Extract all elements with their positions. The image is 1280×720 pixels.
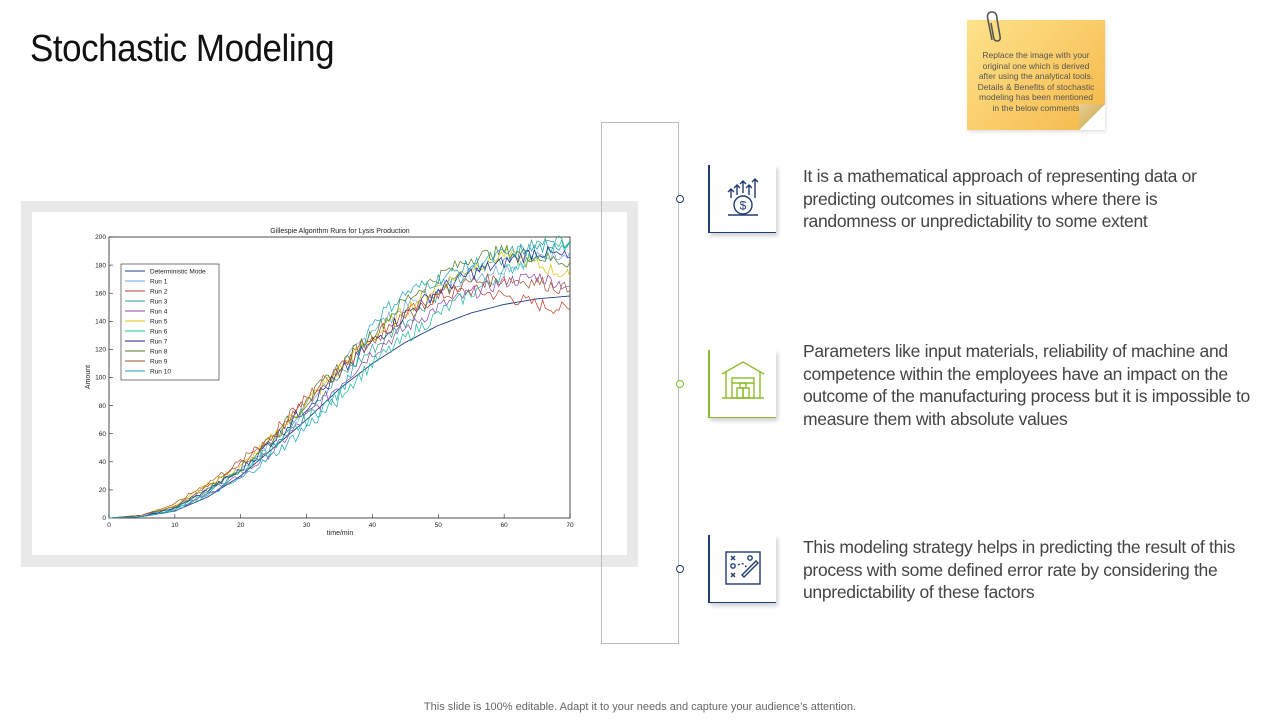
point-text-1: It is a mathematical approach of represe… [803, 166, 1197, 231]
slide-title: Stochastic Modeling [30, 28, 335, 70]
y-tick-label-3: 60 [99, 431, 107, 438]
x-tick-label-7: 70 [566, 522, 574, 529]
y-tick-label-6: 120 [95, 347, 106, 354]
warehouse-icon [721, 361, 765, 399]
legend-label-2: Run 2 [150, 288, 168, 295]
chart-ylabel: Amount [85, 365, 92, 389]
strategy-board-icon [725, 551, 761, 585]
y-tick-label-0: 0 [102, 515, 106, 522]
y-tick-label-8: 160 [95, 290, 106, 297]
paperclip-icon [986, 11, 1001, 42]
x-tick-label-6: 60 [501, 522, 509, 529]
x-tick-label-1: 10 [171, 522, 179, 529]
legend-label-5: Run 5 [150, 318, 168, 325]
timeline-dot-3 [676, 565, 684, 573]
x-tick-label-2: 20 [237, 522, 245, 529]
legend-label-4: Run 4 [150, 308, 168, 315]
timeline-dot-1 [676, 195, 684, 203]
chart-xlabel: time/min [327, 530, 354, 537]
legend-label-1: Run 1 [150, 278, 168, 285]
y-tick-label-10: 200 [95, 234, 106, 241]
y-tick-label-5: 100 [95, 375, 106, 382]
legend-label-0: Deterministic Mode [150, 268, 206, 275]
y-tick-label-1: 20 [99, 487, 107, 494]
legend-label-6: Run 6 [150, 328, 168, 335]
connector-bracket [601, 122, 679, 644]
series-line-7 [108, 245, 571, 519]
y-tick-label-9: 180 [95, 262, 106, 269]
line-chart: Gillespie Algorithm Runs for Lysis Produ… [85, 228, 574, 537]
icon-box-3 [708, 535, 776, 603]
icon-box-2 [708, 350, 776, 418]
footer-note: This slide is 100% editable. Adapt it to… [423, 701, 857, 713]
point-text-2: Parameters like input materials, reliabi… [803, 341, 1250, 429]
chart-frame: Gillespie Algorithm Runs for Lysis Produ… [21, 201, 638, 567]
series-line-9 [108, 273, 571, 519]
y-tick-label-2: 40 [99, 459, 107, 466]
y-tick-label-4: 80 [99, 403, 107, 410]
sticky-note: Replace the image with your original one… [967, 20, 1105, 130]
legend-label-10: Run 10 [150, 368, 171, 375]
sticky-note-text: Replace the image with your original one… [977, 50, 1095, 113]
chart-title: Gillespie Algorithm Runs for Lysis Produ… [270, 228, 410, 235]
note-fold-shade [1079, 104, 1105, 130]
series-line-6 [108, 238, 571, 519]
x-tick-label-0: 0 [107, 522, 111, 529]
chart-panel: Gillespie Algorithm Runs for Lysis Produ… [32, 212, 627, 555]
svg-text:$: $ [740, 199, 747, 213]
y-tick-label-7: 140 [95, 319, 106, 326]
legend-label-3: Run 3 [150, 298, 168, 305]
legend-label-7: Run 7 [150, 338, 168, 345]
timeline-dot-2 [676, 380, 684, 388]
x-tick-label-4: 40 [369, 522, 377, 529]
legend-label-8: Run 8 [150, 348, 168, 355]
money-growth-icon: $ [727, 178, 759, 216]
series-line-1 [108, 249, 571, 519]
legend-label-9: Run 9 [150, 358, 168, 365]
x-tick-label-3: 30 [303, 522, 311, 529]
icon-box-1: $ [708, 165, 776, 233]
point-text-3: This modeling strategy helps in predicti… [803, 537, 1236, 602]
series-line-10 [108, 239, 571, 519]
x-tick-label-5: 50 [435, 522, 443, 529]
